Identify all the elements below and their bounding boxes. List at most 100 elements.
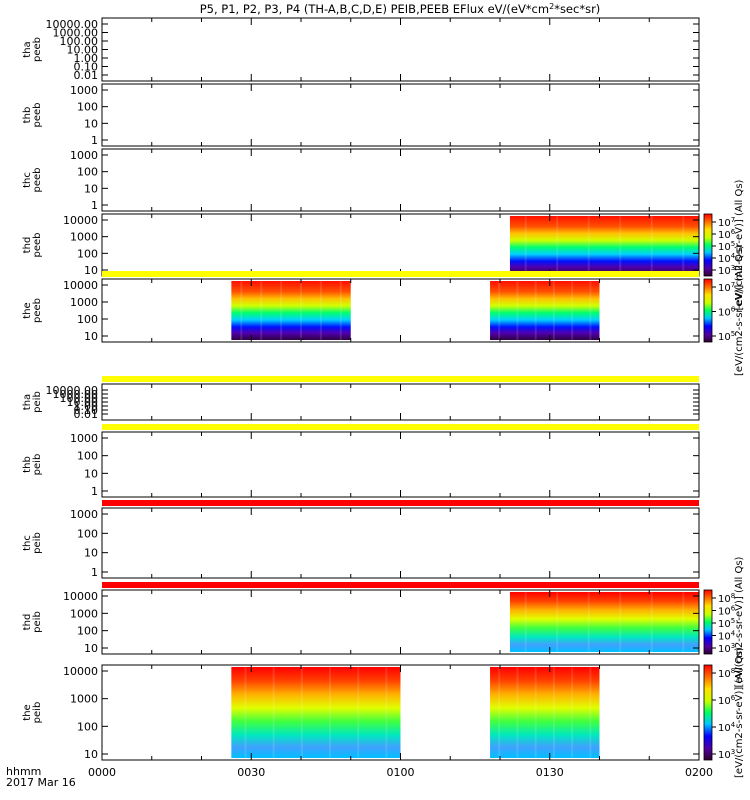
panel-label: tha <box>22 41 33 57</box>
y-tick-label: 0.01 <box>74 69 99 82</box>
x-tick-label: 0100 <box>387 766 415 779</box>
y-tick-label: 1 <box>91 134 98 147</box>
y-tick-label: 1000 <box>70 84 98 97</box>
colorbar-label: [eV/(cm2-s-sr-eV)] (All Qs) <box>734 556 745 687</box>
panel-label: peeb <box>32 103 43 128</box>
panel-label: thd <box>22 614 33 631</box>
panel-frame <box>101 507 700 579</box>
panel-frame <box>101 83 700 147</box>
y-tick-label: 1000 <box>70 296 98 309</box>
y-tick-label: 1.00 <box>74 52 99 65</box>
panel-frame <box>101 431 700 498</box>
figure-title: P5, P1, P2, P3, P4 (TH-A,B,C,D,E) PEIB,P… <box>200 2 601 17</box>
y-tick-label: 1000.00 <box>53 27 99 40</box>
y-tick-label: 100.00 <box>60 392 99 405</box>
colorbar-scale <box>703 213 713 277</box>
y-tick-label: 1000 <box>70 607 98 620</box>
y-tick-label: 100 <box>77 720 98 733</box>
panel-label: the <box>22 704 33 720</box>
colorbar-tick-label: 108 <box>718 592 735 605</box>
panel-the-peib: 10000 1000 100 10 the peib <box>22 664 700 761</box>
spectrogram-block <box>490 667 600 758</box>
y-tick-label: 10 <box>84 467 98 480</box>
colorbar-tick-label: 104 <box>718 630 736 643</box>
y-tick-label: 10000.00 <box>46 18 99 31</box>
panel-label: the <box>22 302 33 318</box>
status-bar <box>102 424 699 430</box>
y-tick-label: 1000 <box>70 231 98 244</box>
y-tick-label: 100 <box>77 247 98 260</box>
panel-label: tha <box>22 394 33 410</box>
spectrogram-block <box>509 216 699 274</box>
panel-label: peeb <box>32 298 43 323</box>
y-tick-label: 10000.00 <box>46 384 99 397</box>
panel-label: peib <box>32 391 43 413</box>
y-tick-label: 1 <box>91 485 98 498</box>
panel-label: peeb <box>32 37 43 62</box>
y-tick-label: 10 <box>84 117 98 130</box>
y-tick-label: 100.00 <box>60 35 99 48</box>
y-tick-label: 1.00 <box>74 400 99 413</box>
colorbar: 107 106 105[eV/(cm2-s-sr-eV)] (All Qs) <box>703 245 745 376</box>
y-tick-label: 100 <box>77 313 98 326</box>
panel-frame <box>101 148 700 212</box>
panel-label: peib <box>32 702 43 724</box>
y-tick-label: 10 <box>84 748 98 761</box>
status-bar <box>102 271 699 277</box>
y-tick-label: 1000 <box>70 149 98 162</box>
spectrogram-block <box>231 281 351 340</box>
colorbar-tick-label: 106 <box>718 605 736 618</box>
panel-label: peib <box>32 454 43 476</box>
y-tick-label: 10 <box>84 182 98 195</box>
y-tick-label: 10000 <box>63 279 98 292</box>
y-tick-label: 10 <box>84 642 98 655</box>
panel-frame <box>101 278 700 343</box>
panel-label: thc <box>22 172 33 188</box>
y-tick-label: 0.01 <box>74 408 99 421</box>
colorbar-tick-label: 105 <box>718 330 735 343</box>
y-tick-label: 10.00 <box>67 44 99 57</box>
y-tick-label: 10 <box>84 547 98 560</box>
panel-the-peeb: 10000 1000 100 10 the peeb <box>22 271 700 343</box>
panel-thc-peeb: 1000 100 10 1 thc peeb <box>22 148 700 212</box>
status-bar <box>102 582 699 588</box>
colorbar-tick-label: 103 <box>718 264 735 277</box>
panel-thd-peeb: 10000 1000 100 10 thd peeb <box>22 213 700 277</box>
colorbar-tick-label: 105 <box>718 617 735 630</box>
y-tick-label: 1000 <box>70 693 98 706</box>
x-tick-label: 0030 <box>237 766 265 779</box>
y-tick-label: 100 <box>77 450 98 463</box>
y-tick-label: 1 <box>91 199 98 212</box>
panel-thb-peeb: 1000 100 10 1 thb peeb <box>22 83 700 147</box>
x-date-label: 2017 Mar 16 <box>6 776 76 789</box>
colorbar-label: [eV/(cm2-s-sr-eV)] (All Qs) <box>734 647 745 778</box>
spectrogram-block <box>231 667 401 758</box>
panel-label: thb <box>22 107 33 124</box>
y-tick-label: 1000 <box>70 432 98 445</box>
colorbar-label: [eV/(cm2-s-sr-eV)] (All Qs) <box>734 245 745 376</box>
panel-thb-peib: 1000 100 10 1 thb peib <box>22 424 700 498</box>
y-tick-label: 1000.00 <box>53 388 99 401</box>
y-tick-label: 10000 <box>63 590 98 603</box>
status-bar <box>102 376 699 382</box>
y-tick-label: 10000 <box>63 214 98 227</box>
panel-label: thc <box>22 535 33 551</box>
y-tick-label: 100 <box>77 101 98 114</box>
colorbar-tick-label: 105 <box>718 240 735 253</box>
colorbar-tick-label: 106 <box>718 694 736 707</box>
x-axis: 0000 0030 0100 0130 0200 <box>88 766 713 779</box>
y-tick-label: 1 <box>91 566 98 579</box>
colorbar-tick-label: 106 <box>718 228 736 241</box>
colorbar-tick-label: 107 <box>718 281 735 294</box>
y-tick-label: 10 <box>84 330 98 343</box>
colorbar-tick-label: 108 <box>718 667 735 680</box>
colorbar-label: [eV/(cm2-s-sr-eV)] (All Qs) <box>734 179 745 310</box>
colorbar-tick-label: 103 <box>718 748 735 761</box>
panel-stack: 10000.001000.00100.0010.001.000.100.01th… <box>22 17 700 761</box>
panel-label: thb <box>22 456 33 473</box>
panel-label: peib <box>32 611 43 633</box>
